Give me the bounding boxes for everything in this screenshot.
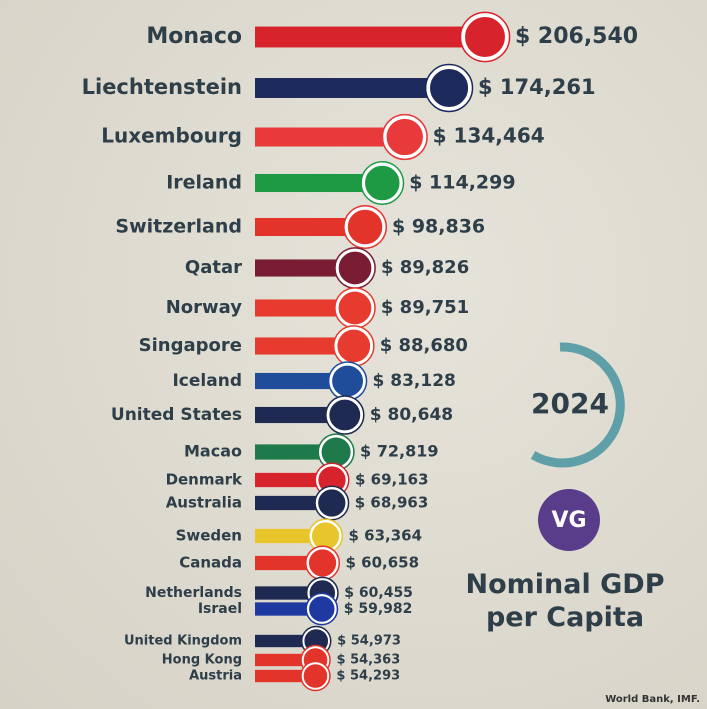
chart-title: Nominal GDP per Capita bbox=[465, 569, 665, 633]
bar bbox=[255, 78, 450, 98]
bar bbox=[255, 472, 333, 488]
bar bbox=[255, 602, 322, 616]
bar bbox=[255, 586, 323, 600]
flag bbox=[361, 162, 403, 204]
category-label: Norway bbox=[166, 297, 243, 318]
category-label: Australia bbox=[166, 494, 242, 512]
flag bbox=[326, 396, 364, 434]
value-label: $ 80,648 bbox=[370, 405, 453, 425]
flag-ring bbox=[381, 113, 428, 161]
value-label: $ 60,658 bbox=[346, 554, 420, 572]
bar bbox=[255, 337, 354, 355]
bar bbox=[255, 127, 405, 147]
flag bbox=[335, 248, 375, 288]
value-label: $ 54,363 bbox=[337, 653, 401, 668]
value-label: $ 54,973 bbox=[337, 634, 401, 649]
bar bbox=[255, 259, 356, 277]
category-label: Qatar bbox=[185, 257, 242, 278]
year: 2024 bbox=[531, 387, 609, 420]
category-label: Iceland bbox=[172, 371, 242, 391]
bar bbox=[255, 173, 383, 193]
bar bbox=[255, 495, 332, 511]
value-label: $ 89,826 bbox=[381, 257, 469, 278]
value-label: $ 69,163 bbox=[355, 471, 429, 489]
value-label: $ 114,299 bbox=[409, 172, 515, 194]
value-label: $ 60,455 bbox=[344, 585, 413, 601]
bar bbox=[255, 299, 355, 317]
category-label: Austria bbox=[189, 669, 242, 684]
category-label: Canada bbox=[179, 554, 242, 572]
category-label: Denmark bbox=[166, 471, 243, 489]
value-label: $ 59,982 bbox=[344, 601, 413, 617]
category-label: Netherlands bbox=[145, 585, 242, 601]
flag bbox=[301, 661, 330, 691]
flag bbox=[426, 65, 472, 111]
logo-badge bbox=[538, 489, 600, 551]
value-label: $ 134,464 bbox=[433, 124, 545, 148]
category-label: Macao bbox=[184, 442, 242, 461]
value-label: $ 88,680 bbox=[380, 335, 468, 356]
flag-ring bbox=[300, 660, 331, 692]
value-label: $ 68,963 bbox=[355, 494, 429, 512]
flag bbox=[306, 593, 338, 625]
value-label: $ 206,540 bbox=[515, 24, 638, 49]
value-label: $ 72,819 bbox=[360, 442, 438, 461]
value-label: $ 54,293 bbox=[336, 669, 400, 684]
category-label: Singapore bbox=[139, 335, 242, 356]
bar bbox=[255, 217, 366, 237]
flag-ring bbox=[360, 161, 405, 205]
value-label: $ 83,128 bbox=[373, 371, 456, 391]
flag-ring bbox=[305, 592, 339, 626]
category-label: Sweden bbox=[176, 527, 242, 545]
flag bbox=[335, 288, 375, 328]
bar bbox=[255, 634, 317, 648]
category-label: Monaco bbox=[146, 24, 242, 49]
flag-ring bbox=[343, 205, 388, 249]
category-label: Switzerland bbox=[115, 216, 242, 238]
category-label: Israel bbox=[198, 601, 242, 617]
category-label: United Kingdom bbox=[124, 634, 242, 649]
flag bbox=[315, 486, 349, 520]
flag bbox=[306, 546, 339, 580]
flag-ring bbox=[459, 11, 511, 63]
value-label: $ 63,364 bbox=[349, 527, 423, 545]
bar bbox=[255, 444, 337, 460]
category-label: Liechtenstein bbox=[82, 75, 242, 99]
category-label: United States bbox=[111, 405, 242, 425]
category-label: Luxembourg bbox=[101, 124, 242, 148]
bar bbox=[255, 26, 485, 48]
flag bbox=[461, 13, 509, 61]
flag bbox=[344, 206, 386, 248]
bar bbox=[255, 372, 348, 390]
category-label: Hong Kong bbox=[162, 653, 242, 668]
flag bbox=[382, 115, 427, 159]
bar bbox=[255, 528, 326, 544]
bar bbox=[255, 406, 345, 424]
value-label: $ 98,836 bbox=[392, 216, 485, 238]
source: World Bank, IMF. bbox=[605, 694, 700, 705]
flag bbox=[329, 362, 367, 400]
flag bbox=[334, 326, 374, 366]
year-ring bbox=[530, 342, 625, 468]
flag-ring bbox=[325, 395, 365, 435]
flag-ring bbox=[424, 63, 474, 113]
logo: VG bbox=[551, 508, 586, 533]
bar bbox=[255, 653, 316, 667]
bar bbox=[255, 669, 316, 683]
value-label: $ 89,751 bbox=[381, 297, 469, 318]
value-label: $ 174,261 bbox=[478, 75, 596, 99]
category-label: Ireland bbox=[166, 172, 242, 194]
